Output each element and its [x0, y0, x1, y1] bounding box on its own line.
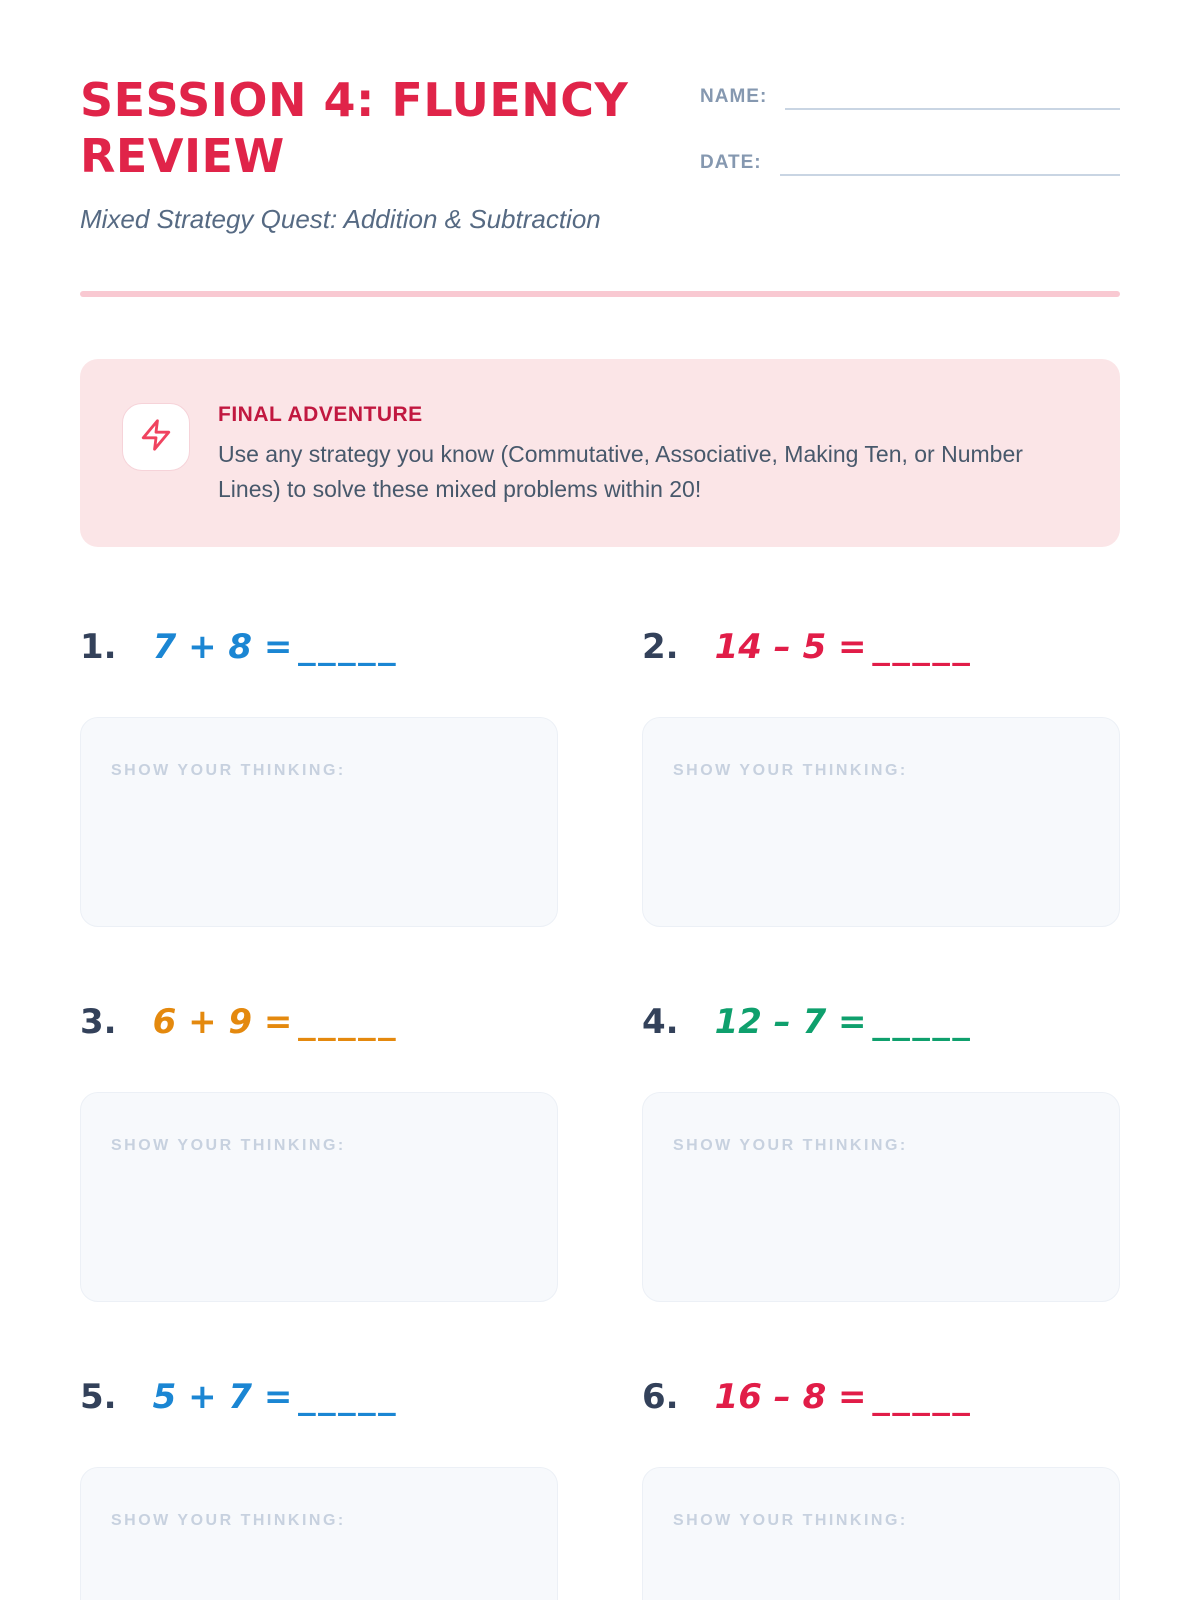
thinking-label: SHOW YOUR THINKING: — [111, 762, 346, 780]
header: SESSION 4: FLUENCY REVIEW Mixed Strategy… — [80, 72, 1120, 235]
problem-header: 4. 12 – 7 = _____ — [642, 1002, 1120, 1050]
answer-blank[interactable]: _____ — [872, 627, 973, 668]
problem-number: 6. — [642, 1377, 679, 1418]
problem-number: 4. — [642, 1002, 679, 1043]
problem-cell: 6. 16 – 8 = _____ SHOW YOUR THINKING: — [642, 1377, 1120, 1600]
thinking-box[interactable]: SHOW YOUR THINKING: — [642, 717, 1120, 928]
problem-header: 2. 14 – 5 = _____ — [642, 627, 1120, 675]
thinking-box[interactable]: SHOW YOUR THINKING: — [80, 717, 558, 928]
problem-cell: 4. 12 – 7 = _____ SHOW YOUR THINKING: — [642, 1002, 1120, 1303]
equation-text: 12 – 7 = — [714, 1002, 867, 1043]
problem-number: 1. — [80, 627, 117, 668]
page-title: SESSION 4: FLUENCY REVIEW — [80, 73, 629, 184]
callout-title: FINAL ADVENTURE — [218, 403, 423, 427]
answer-blank[interactable]: _____ — [298, 1002, 399, 1043]
date-field: DATE: — [700, 150, 1120, 176]
equation-text: 14 – 5 = — [714, 627, 867, 668]
answer-blank[interactable]: _____ — [872, 1377, 973, 1418]
problem-header: 1. 7 + 8 = _____ — [80, 627, 558, 675]
problem-equation: 16 – 8 = _____ — [715, 1377, 973, 1417]
problem-header: 6. 16 – 8 = _____ — [642, 1377, 1120, 1425]
problems-grid: 1. 7 + 8 = _____ SHOW YOUR THINKING: 2. 1… — [80, 627, 1120, 1600]
name-date-block: NAME: DATE: — [700, 72, 1120, 216]
final-adventure-callout: FINAL ADVENTURE Use any strategy you kno… — [80, 359, 1120, 548]
problem-cell: 3. 6 + 9 = _____ SHOW YOUR THINKING: — [80, 1002, 558, 1303]
thinking-box[interactable]: SHOW YOUR THINKING: — [642, 1467, 1120, 1600]
problem-equation: 5 + 7 = _____ — [153, 1377, 399, 1417]
thinking-label: SHOW YOUR THINKING: — [673, 1512, 908, 1530]
header-titles: SESSION 4: FLUENCY REVIEW Mixed Strategy… — [80, 72, 680, 235]
problem-number: 3. — [80, 1002, 117, 1043]
answer-blank[interactable]: _____ — [872, 1002, 973, 1043]
problem-number: 5. — [80, 1377, 117, 1418]
thinking-box[interactable]: SHOW YOUR THINKING: — [80, 1467, 558, 1600]
thinking-label: SHOW YOUR THINKING: — [673, 1137, 908, 1155]
thinking-box[interactable]: SHOW YOUR THINKING: — [80, 1092, 558, 1303]
equation-text: 7 + 8 = — [152, 627, 293, 668]
problem-equation: 7 + 8 = _____ — [153, 627, 399, 667]
date-label: DATE: — [700, 152, 762, 173]
equation-text: 5 + 7 = — [152, 1377, 293, 1418]
problem-header: 5. 5 + 7 = _____ — [80, 1377, 558, 1425]
thinking-label: SHOW YOUR THINKING: — [673, 762, 908, 780]
problem-header: 3. 6 + 9 = _____ — [80, 1002, 558, 1050]
name-field: NAME: — [700, 84, 1120, 110]
equation-text: 6 + 9 = — [152, 1002, 293, 1043]
page-subtitle: Mixed Strategy Quest: Addition & Subtrac… — [80, 204, 601, 235]
thinking-label: SHOW YOUR THINKING: — [111, 1137, 346, 1155]
problem-cell: 1. 7 + 8 = _____ SHOW YOUR THINKING: — [80, 627, 558, 928]
callout-icon-tile — [122, 403, 190, 472]
problem-equation: 6 + 9 = _____ — [153, 1002, 399, 1042]
equation-text: 16 – 8 = — [714, 1377, 867, 1418]
thinking-label: SHOW YOUR THINKING: — [111, 1512, 346, 1530]
problem-equation: 12 – 7 = _____ — [715, 1002, 973, 1042]
lightning-bolt-icon — [139, 418, 173, 457]
date-line[interactable] — [779, 150, 1120, 176]
callout-text: FINAL ADVENTURE Use any strategy you kno… — [218, 403, 1068, 507]
answer-blank[interactable]: _____ — [298, 627, 399, 668]
problem-number: 2. — [642, 627, 679, 668]
thinking-box[interactable]: SHOW YOUR THINKING: — [642, 1092, 1120, 1303]
section-divider — [80, 291, 1120, 298]
name-label: NAME: — [700, 86, 768, 107]
problem-cell: 2. 14 – 5 = _____ SHOW YOUR THINKING: — [642, 627, 1120, 928]
callout-body: Use any strategy you know (Commutative, … — [218, 441, 1023, 503]
answer-blank[interactable]: _____ — [298, 1377, 399, 1418]
problem-equation: 14 – 5 = _____ — [715, 627, 973, 667]
problem-cell: 5. 5 + 7 = _____ SHOW YOUR THINKING: — [80, 1377, 558, 1600]
name-line[interactable] — [785, 84, 1120, 110]
